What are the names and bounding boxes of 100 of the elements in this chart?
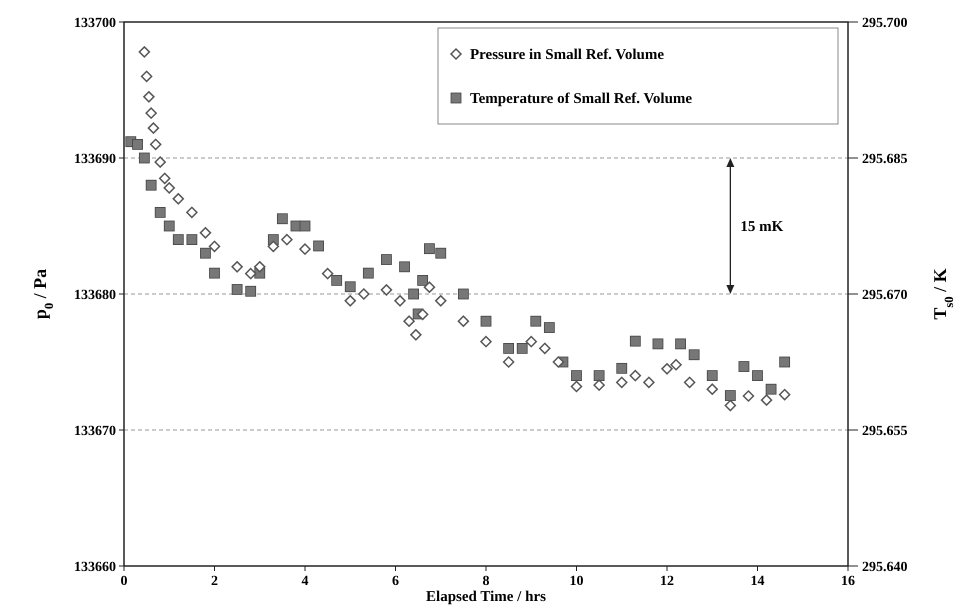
y-tick-label: 133690: [74, 152, 116, 167]
point: [552, 356, 564, 368]
point: [209, 268, 220, 279]
point: [132, 139, 143, 150]
point: [630, 370, 642, 382]
point: [516, 343, 528, 354]
point: [706, 370, 718, 381]
y2-tick-label: 295.670: [862, 288, 908, 303]
point: [313, 240, 324, 252]
point: [616, 376, 628, 388]
point: [164, 220, 175, 232]
point: [616, 362, 628, 374]
point: [760, 394, 772, 406]
point: [424, 243, 435, 254]
y2-tick-label: 295.640: [862, 560, 908, 575]
point: [344, 281, 356, 292]
legend-label: Pressure in Small Ref. Volume: [470, 47, 664, 63]
point: [200, 248, 211, 259]
point: [200, 227, 212, 239]
point: [276, 213, 288, 224]
point: [150, 138, 162, 150]
point: [417, 275, 428, 286]
point: [380, 284, 392, 296]
x-tick-label: 12: [660, 574, 674, 589]
point: [594, 370, 605, 381]
point: [172, 193, 184, 205]
point: [403, 315, 415, 327]
point: [779, 356, 790, 368]
point: [399, 261, 410, 272]
point: [675, 338, 686, 350]
point: [752, 370, 763, 381]
point: [688, 349, 700, 360]
point: [480, 316, 492, 327]
y-tick-label: 133700: [74, 16, 116, 31]
point: [724, 390, 736, 401]
annotation: 15 mK: [740, 219, 784, 235]
x-axis-title: Elapsed Time / hrs: [426, 589, 546, 605]
point: [140, 70, 152, 82]
y2-tick-label: 295.655: [862, 424, 908, 439]
point: [245, 286, 256, 297]
point: [362, 268, 374, 279]
point: [410, 329, 422, 341]
point: [630, 336, 641, 347]
point: [154, 156, 166, 168]
point: [424, 281, 436, 293]
point: [394, 295, 406, 307]
point: [148, 122, 160, 134]
point: [300, 220, 310, 232]
point: [778, 388, 790, 400]
point: [742, 390, 754, 402]
x-tick-label: 6: [392, 574, 399, 589]
y2-tick-label: 295.685: [862, 152, 908, 167]
point: [544, 322, 555, 333]
y-tick-label: 133680: [74, 288, 116, 303]
x-tick-label: 2: [211, 574, 218, 589]
x-tick-label: 10: [570, 574, 584, 589]
point: [684, 376, 696, 388]
point: [344, 295, 356, 307]
y2-tick-label: 295.700: [862, 16, 908, 31]
point: [458, 288, 469, 300]
point: [530, 316, 542, 327]
point: [322, 268, 334, 280]
point: [539, 342, 551, 354]
x-tick-label: 4: [302, 574, 308, 589]
point: [254, 261, 266, 273]
point: [706, 383, 718, 395]
point: [570, 380, 582, 392]
point: [652, 338, 664, 350]
point: [738, 361, 750, 372]
point: [186, 234, 198, 245]
point: [186, 206, 198, 218]
x-tick-label: 14: [750, 574, 764, 589]
point: [724, 400, 736, 412]
point: [435, 295, 446, 307]
point: [138, 152, 150, 164]
point: [331, 275, 342, 286]
point: [146, 180, 157, 191]
point: [670, 358, 682, 370]
x-tick-label: 0: [120, 574, 128, 589]
point: [232, 284, 243, 295]
point: [571, 370, 582, 381]
point: [299, 243, 311, 255]
point: [502, 356, 514, 368]
point: [766, 384, 776, 395]
point: [503, 343, 514, 354]
point: [408, 288, 419, 300]
y-tick-label: 133660: [74, 560, 116, 575]
point: [244, 268, 256, 280]
point: [231, 261, 243, 273]
point: [268, 240, 280, 252]
point: [381, 254, 392, 265]
point: [358, 288, 370, 300]
point: [143, 91, 155, 103]
point: [526, 336, 537, 348]
point: [145, 107, 157, 119]
point: [172, 234, 184, 245]
point: [643, 376, 655, 388]
point: [458, 315, 470, 327]
point: [661, 363, 673, 375]
point: [138, 46, 150, 58]
